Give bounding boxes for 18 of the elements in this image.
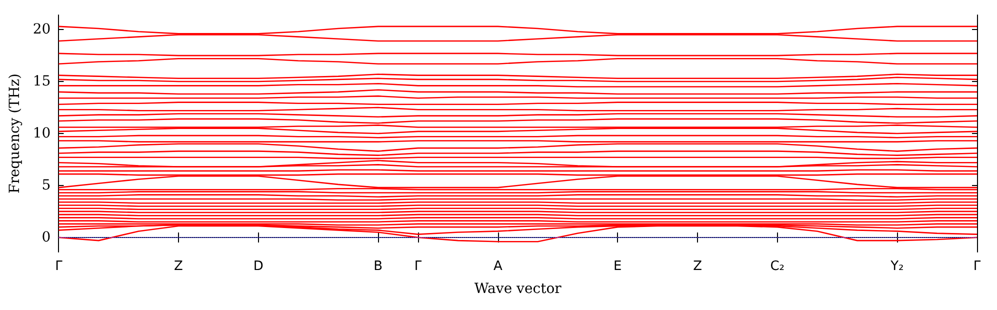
x-tick-label: A xyxy=(493,259,502,274)
x-tick-label: C₂ xyxy=(770,259,785,274)
x-tick-label: E xyxy=(614,259,622,274)
x-tick-label: Z xyxy=(693,259,702,274)
y-tick-label: 20 xyxy=(32,22,51,38)
x-tick-label: Γ xyxy=(414,259,422,274)
x-tick-label: B xyxy=(374,259,383,274)
y-axis-title: Frequency (THz) xyxy=(7,73,23,194)
x-tick-label: Γ xyxy=(973,259,982,274)
y-tick-label: 15 xyxy=(32,74,51,90)
x-tick-label: Y₂ xyxy=(890,259,904,274)
x-tick-label: D xyxy=(253,259,264,274)
x-axis-title: Wave vector xyxy=(474,281,562,297)
x-tick-label: Z xyxy=(174,259,184,274)
y-tick-label: 5 xyxy=(42,177,51,194)
y-tick-label: 0 xyxy=(42,229,51,246)
x-tick-label: Γ xyxy=(55,259,64,274)
y-tick-label: 10 xyxy=(32,126,51,142)
